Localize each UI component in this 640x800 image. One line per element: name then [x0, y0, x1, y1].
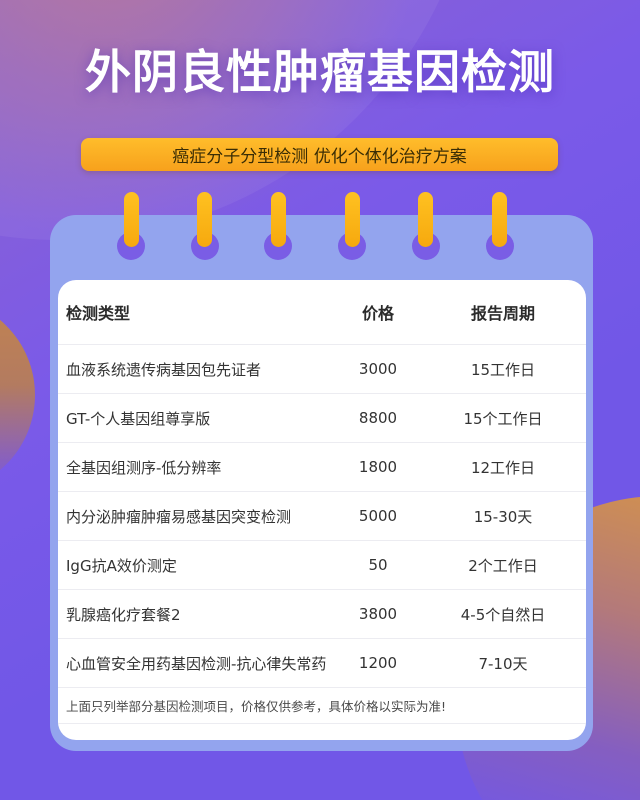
test-name: 心血管安全用药基因检测-抗心律失常药: [66, 654, 327, 673]
page-title: 外阴良性肿瘤基因检测: [85, 45, 555, 99]
price-value: 1800: [358, 458, 398, 476]
binder-pin-icon: [270, 192, 286, 247]
table-header-period: 报告周期: [470, 304, 535, 323]
decor-circle-left: [0, 297, 35, 493]
binder-pin-icon: [197, 192, 213, 247]
table-row: 全基因组测序-低分辨率 1800 12工作日: [58, 442, 586, 491]
period-value: 2个工作日: [468, 556, 538, 575]
table-header-row: 检测类型 价格 报告周期: [58, 280, 586, 344]
table-row: 血液系统遗传病基因包先证者 3000 15工作日: [58, 344, 586, 393]
price-table-card: 检测类型 价格 报告周期 血液系统遗传病基因包先证者 3000 15工作日 GT…: [58, 280, 586, 740]
binder-pin-icon: [492, 192, 507, 247]
price-value: 50: [368, 556, 388, 574]
table-row: IgG抗A效价测定 50 2个工作日: [58, 540, 586, 589]
test-name: 内分泌肿瘤肿瘤易感基因突变检测: [66, 507, 292, 526]
price-value: 5000: [358, 507, 398, 525]
price-value: 8800: [358, 409, 398, 427]
test-name: 血液系统遗传病基因包先证者: [66, 360, 262, 379]
binder-pin-icon: [123, 192, 139, 247]
table-row: 内分泌肿瘤肿瘤易感基因突变检测 5000 15-30天: [58, 491, 586, 540]
period-value: 4-5个自然日: [460, 605, 546, 624]
period-value: 7-10天: [478, 654, 528, 673]
period-value: 12工作日: [470, 458, 536, 477]
period-value: 15工作日: [470, 360, 536, 379]
test-name: IgG抗A效价测定: [66, 556, 177, 575]
period-value: 15个工作日: [463, 409, 543, 428]
subtitle-banner: 癌症分子分型检测 优化个体化治疗方案: [81, 138, 558, 171]
test-name: GT-个人基因组尊享版: [66, 409, 211, 428]
price-value: 3800: [358, 605, 398, 623]
binder-pin-icon: [418, 192, 434, 247]
binder-pin-icon: [344, 192, 360, 247]
price-value: 1200: [358, 654, 398, 672]
table-row: 乳腺癌化疗套餐2 3800 4-5个自然日: [58, 589, 586, 638]
price-value: 3000: [358, 360, 398, 378]
test-name: 乳腺癌化疗套餐2: [66, 605, 181, 624]
table-row: 心血管安全用药基因检测-抗心律失常药 1200 7-10天: [58, 638, 586, 687]
table-header-price: 价格: [361, 304, 394, 323]
subtitle-text: 癌症分子分型检测 优化个体化治疗方案: [172, 147, 467, 167]
table-row: GT-个人基因组尊享版 8800 15个工作日: [58, 393, 586, 442]
table-footnote: 上面只列举部分基因检测项目，价格仅供参考，具体价格以实际为准!: [58, 687, 586, 724]
table-header-test-type: 检测类型: [66, 304, 131, 323]
period-value: 15-30天: [473, 507, 533, 526]
test-name: 全基因组测序-低分辨率: [66, 458, 222, 477]
